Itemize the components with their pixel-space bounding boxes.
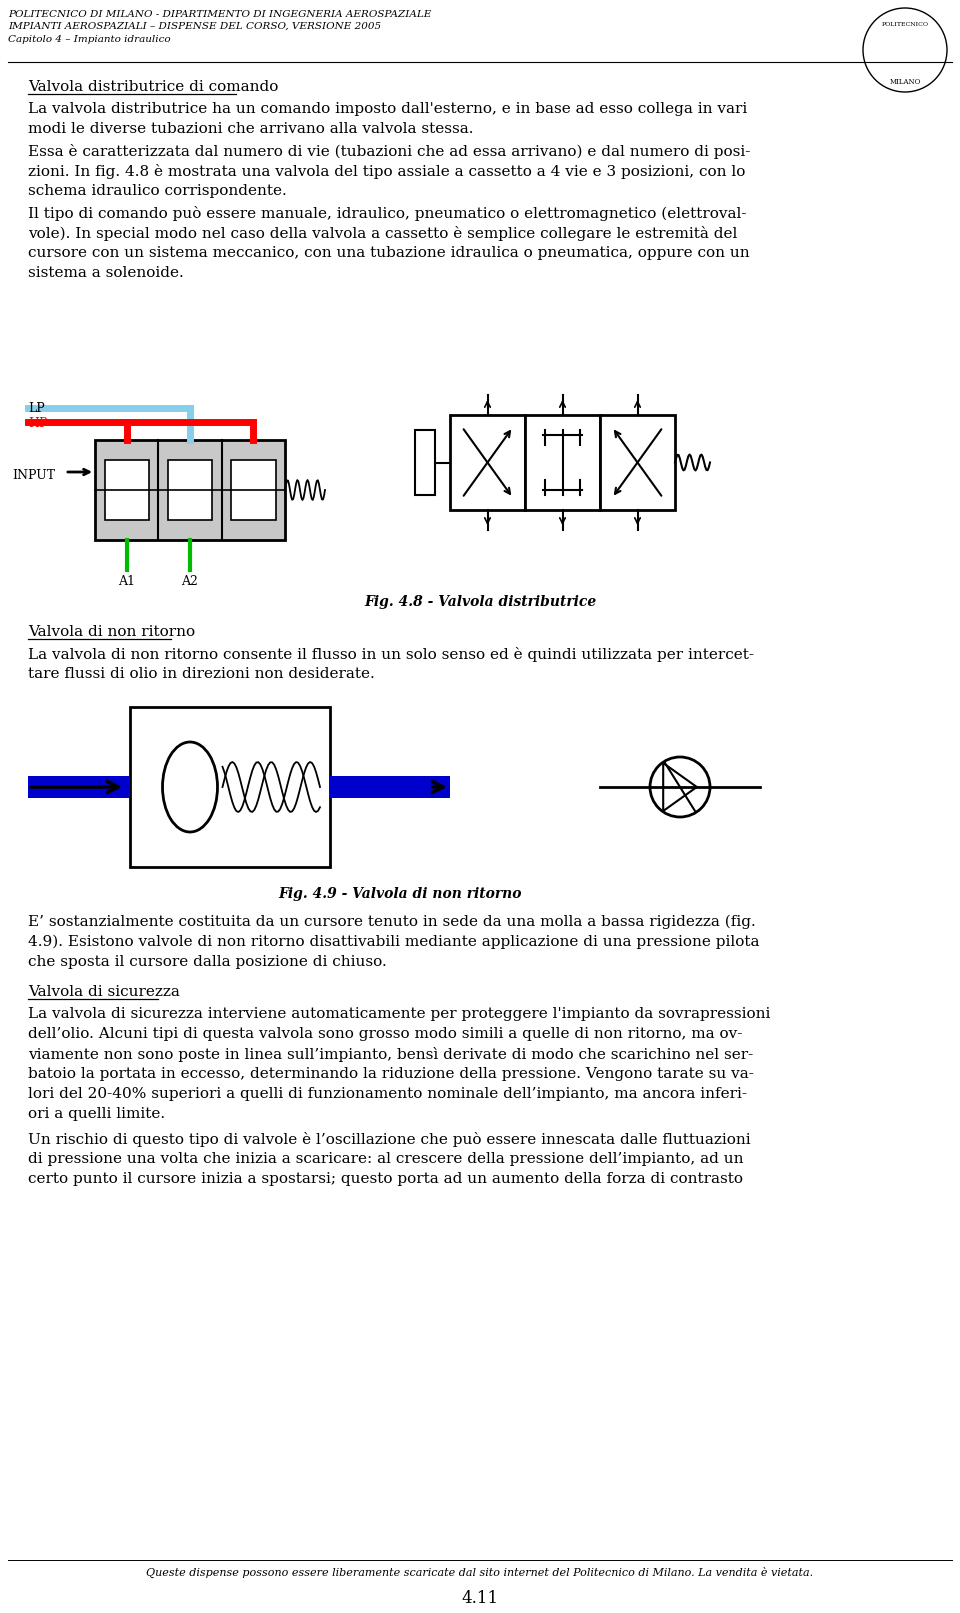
- Text: HP: HP: [28, 418, 47, 431]
- Text: di pressione una volta che inizia a scaricare: al crescere della pressione dell’: di pressione una volta che inizia a scar…: [28, 1152, 743, 1166]
- Text: La valvola di non ritorno consente il flusso in un solo senso ed è quindi utiliz: La valvola di non ritorno consente il fl…: [28, 647, 754, 661]
- Text: INPUT: INPUT: [12, 469, 55, 482]
- Text: IMPIANTI AEROSPAZIALI – DISPENSE DEL CORSO, VERSIONE 2005: IMPIANTI AEROSPAZIALI – DISPENSE DEL COR…: [8, 23, 381, 31]
- Text: 4.11: 4.11: [462, 1590, 498, 1607]
- Bar: [450, 415, 525, 510]
- Text: Il tipo di comando può essere manuale, idraulico, pneumatico o elettromagnetico : Il tipo di comando può essere manuale, i…: [28, 206, 747, 221]
- Text: E’ sostanzialmente costituita da un cursore tenuto in sede da una molla a bassa : E’ sostanzialmente costituita da un curs…: [28, 915, 756, 929]
- Bar: [330, 776, 450, 798]
- Text: Essa è caratterizzata dal numero di vie (tubazioni che ad essa arrivano) e dal n: Essa è caratterizzata dal numero di vie …: [28, 144, 751, 160]
- Bar: [95, 440, 285, 540]
- Text: Valvola di sicurezza: Valvola di sicurezza: [28, 986, 180, 998]
- Text: Fig. 4.9 - Valvola di non ritorno: Fig. 4.9 - Valvola di non ritorno: [278, 887, 521, 902]
- Text: LP: LP: [28, 402, 45, 415]
- Bar: [130, 706, 330, 868]
- Text: schema idraulico corrispondente.: schema idraulico corrispondente.: [28, 184, 287, 198]
- Bar: [525, 415, 600, 510]
- Text: La valvola di sicurezza interviene automaticamente per proteggere l'impianto da : La valvola di sicurezza interviene autom…: [28, 1007, 770, 1021]
- Bar: [168, 460, 212, 519]
- Text: POLITECNICO DI MILANO - DIPARTIMENTO DI INGEGNERIA AEROSPAZIALE: POLITECNICO DI MILANO - DIPARTIMENTO DI …: [8, 10, 431, 19]
- Bar: [415, 431, 435, 495]
- Text: batoio la portata in eccesso, determinando la riduzione della pressione. Vengono: batoio la portata in eccesso, determinan…: [28, 1068, 754, 1081]
- Text: La valvola distributrice ha un comando imposto dall'esterno, e in base ad esso c: La valvola distributrice ha un comando i…: [28, 102, 747, 116]
- Text: MILANO: MILANO: [889, 77, 921, 85]
- Bar: [231, 460, 276, 519]
- Text: Queste dispense possono essere liberamente scaricate dal sito internet del Polit: Queste dispense possono essere liberamen…: [147, 1566, 813, 1578]
- Text: cursore con un sistema meccanico, con una tubazione idraulica o pneumatica, oppu: cursore con un sistema meccanico, con un…: [28, 247, 750, 260]
- Text: A2: A2: [181, 574, 199, 589]
- Bar: [600, 415, 675, 510]
- Text: Un rischio di questo tipo di valvole è l’oscillazione che può essere innescata d: Un rischio di questo tipo di valvole è l…: [28, 1132, 751, 1147]
- Text: certo punto il cursore inizia a spostarsi; questo porta ad un aumento della forz: certo punto il cursore inizia a spostars…: [28, 1173, 743, 1186]
- Text: tare flussi di olio in direzioni non desiderate.: tare flussi di olio in direzioni non des…: [28, 668, 374, 681]
- Text: Capitolo 4 – Impianto idraulico: Capitolo 4 – Impianto idraulico: [8, 35, 171, 44]
- Text: Valvola di non ritorno: Valvola di non ritorno: [28, 624, 195, 639]
- Text: zioni. In fig. 4.8 è mostrata una valvola del tipo assiale a cassetto a 4 vie e : zioni. In fig. 4.8 è mostrata una valvol…: [28, 165, 745, 179]
- Text: vole). In special modo nel caso della valvola a cassetto è semplice collegare le: vole). In special modo nel caso della va…: [28, 226, 737, 240]
- Text: 4.9). Esistono valvole di non ritorno disattivabili mediante applicazione di una: 4.9). Esistono valvole di non ritorno di…: [28, 936, 759, 950]
- Text: dell’olio. Alcuni tipi di questa valvola sono grosso modo simili a quelle di non: dell’olio. Alcuni tipi di questa valvola…: [28, 1027, 742, 1040]
- Text: Fig. 4.8 - Valvola distributrice: Fig. 4.8 - Valvola distributrice: [364, 595, 596, 610]
- Ellipse shape: [162, 742, 218, 832]
- Text: viamente non sono poste in linea sull’impianto, bensì derivate di modo che scari: viamente non sono poste in linea sull’im…: [28, 1047, 754, 1061]
- Bar: [105, 460, 149, 519]
- Text: che sposta il cursore dalla posizione di chiuso.: che sposta il cursore dalla posizione di…: [28, 955, 387, 969]
- Text: sistema a solenoide.: sistema a solenoide.: [28, 266, 183, 281]
- Text: A1: A1: [118, 574, 135, 589]
- Text: Valvola distributrice di comando: Valvola distributrice di comando: [28, 81, 278, 94]
- Text: POLITECNICO: POLITECNICO: [881, 23, 928, 27]
- Text: ori a quelli limite.: ori a quelli limite.: [28, 1107, 165, 1121]
- Text: modi le diverse tubazioni che arrivano alla valvola stessa.: modi le diverse tubazioni che arrivano a…: [28, 123, 473, 135]
- Text: lori del 20-40% superiori a quelli di funzionamento nominale dell’impianto, ma a: lori del 20-40% superiori a quelli di fu…: [28, 1087, 747, 1102]
- Bar: [28, 776, 130, 798]
- Polygon shape: [663, 763, 697, 811]
